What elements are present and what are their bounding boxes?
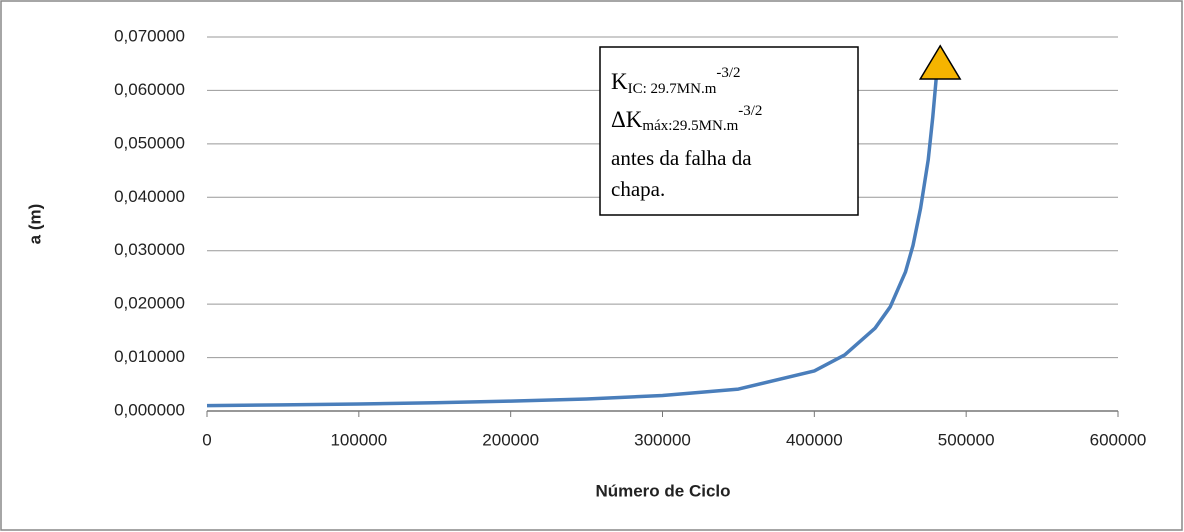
x-tick-label: 0 [202, 430, 211, 449]
annotation-text: ΔK [611, 107, 643, 132]
y-tick-label: 0,020000 [114, 294, 185, 313]
annotation-text: K [611, 69, 628, 94]
end-marker [918, 44, 962, 80]
annotation-line: ΔKmáx:29.5MN.m-3/2 [611, 103, 762, 134]
annotation-sup: -3/2 [738, 103, 762, 119]
y-tick-label: 0,000000 [114, 400, 185, 419]
x-tick-label: 500000 [938, 430, 995, 449]
x-tick-label: 300000 [634, 430, 691, 449]
annotation-text: chapa. [611, 177, 665, 201]
y-tick-label: 0,040000 [114, 187, 185, 206]
x-tick-label: 200000 [482, 430, 539, 449]
y-tick-label: 0,070000 [114, 26, 185, 45]
annotation-frame [599, 46, 859, 216]
annotation-sub: máx:29.5MN.m [642, 118, 738, 134]
y-tick-label: 0,010000 [114, 347, 185, 366]
x-tick-label: 400000 [786, 430, 843, 449]
y-axis-title: a (m) [25, 204, 44, 245]
annotation-line: KIC: 29.7MN.m-3/2 [611, 65, 741, 97]
data-line [206, 74, 939, 408]
annotation-box: KIC: 29.7MN.m-3/2 ΔKmáx:29.5MN.m-3/2 ant… [599, 46, 859, 216]
y-tick-label: 0,030000 [114, 240, 185, 259]
annotation-sup: -3/2 [716, 65, 740, 81]
y-tick-label: 0,060000 [114, 80, 185, 99]
x-axis-title: Número de Ciclo [595, 481, 730, 500]
annotation-sub: IC: 29.7MN.m [628, 81, 717, 97]
annotation-text: antes da falha da [611, 146, 752, 170]
x-tick-label: 600000 [1090, 430, 1147, 449]
plot-area [206, 44, 962, 408]
x-tick-label: 100000 [330, 430, 387, 449]
y-tick-label: 0,050000 [114, 133, 185, 152]
